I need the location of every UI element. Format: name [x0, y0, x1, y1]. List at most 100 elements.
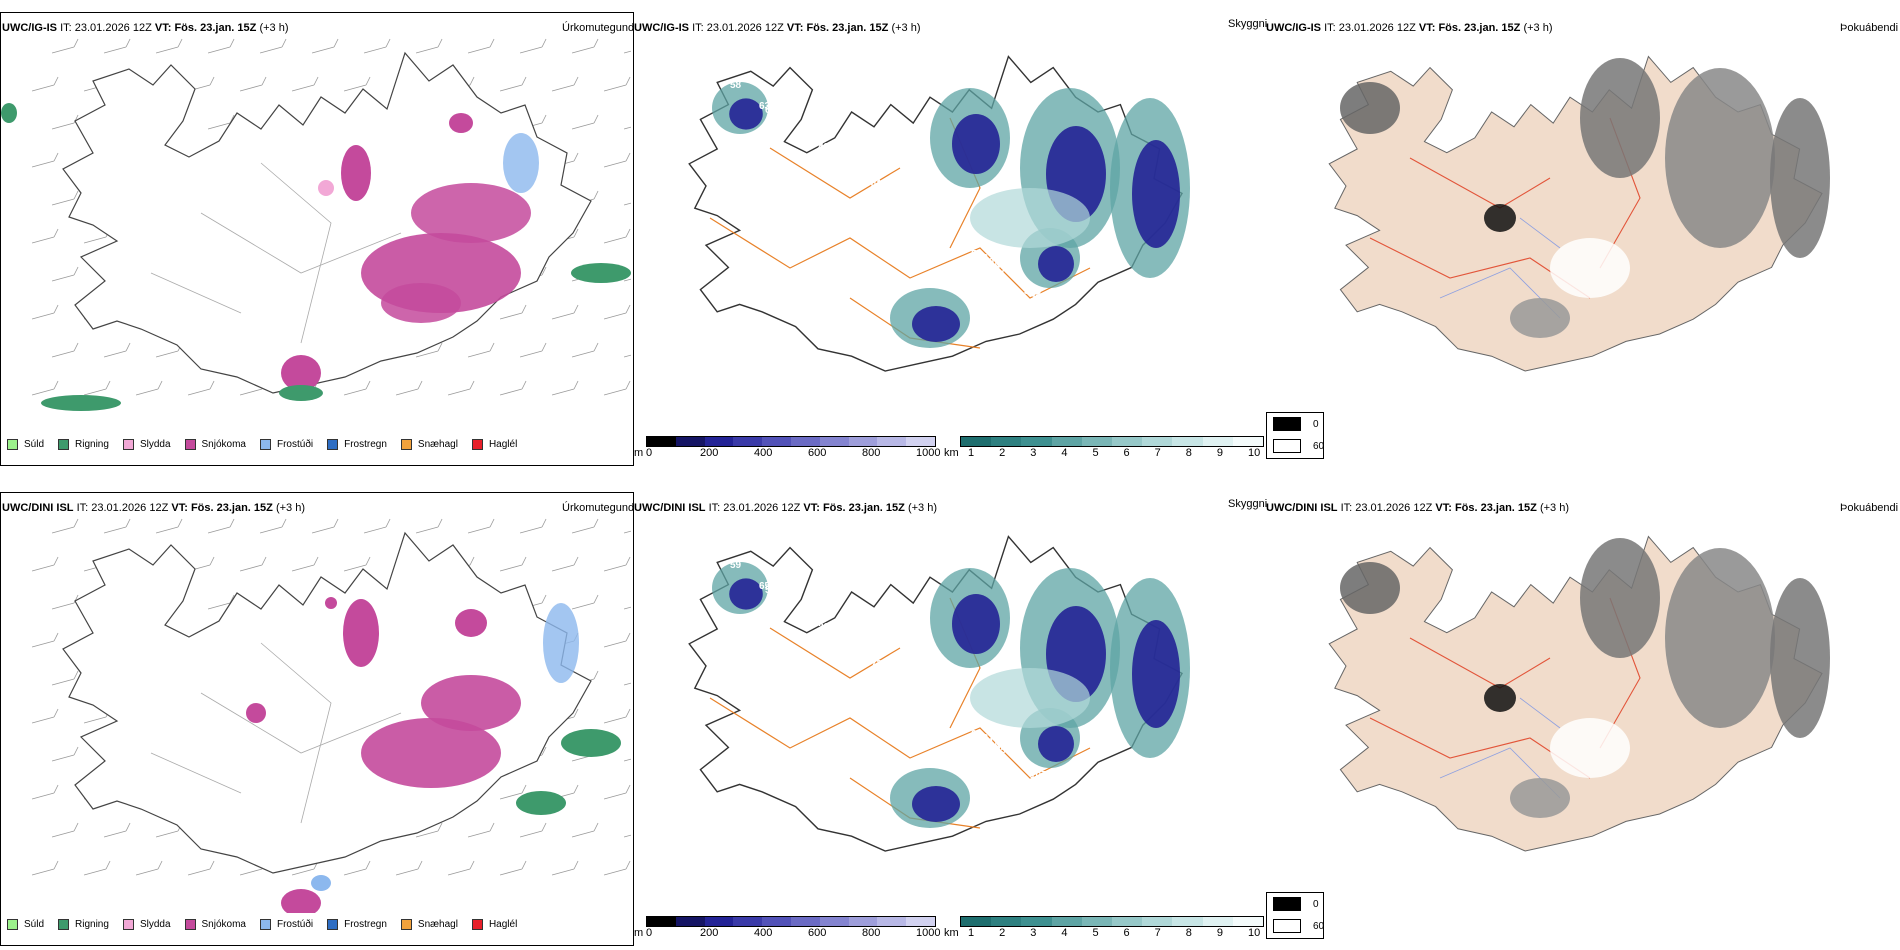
colorbar-unit: km [944, 927, 959, 939]
visibility-map-bottom: 5968185676785897813310792956885672511106… [688, 535, 1190, 867]
colorbar-tick: 800 [862, 927, 881, 939]
colorbar-segment [991, 437, 1022, 446]
visibility-value: 68 [936, 704, 948, 715]
visibility-areas [712, 82, 1190, 348]
colorbar-tick: 600 [808, 927, 827, 939]
visibility-value: 107 [1030, 770, 1047, 781]
colorbar-segment [1232, 437, 1264, 446]
legend-label: Súld [24, 919, 45, 930]
visibility-value: 85 [989, 741, 1001, 752]
visibility-value: 59 [730, 560, 742, 571]
precip-type-map-bottom [31, 518, 631, 913]
visibility-value: 84 [824, 146, 836, 157]
visibility-ticks-top: km 1 2 3 4 5 6 7 8 9 10 [944, 447, 1274, 461]
colorbar-segment [1142, 917, 1173, 926]
colorbar-segment [1142, 437, 1173, 446]
precip-type-title-bottom: Úrkomutegund [562, 502, 635, 514]
visibility-value: 68 [783, 597, 795, 608]
colorbar-segment [704, 437, 734, 446]
visibility-value: 59 [865, 655, 877, 666]
visibility-value: 309 [1024, 286, 1041, 297]
colorbar-segment [733, 917, 763, 926]
visibility-value: 106 [1077, 323, 1094, 334]
visibility-value: 57 [836, 154, 848, 165]
colorbar-segment [1112, 917, 1143, 926]
precip-type-legend: Súld Rigning Slydda Snjókoma Frostúði Frostre… [7, 439, 531, 450]
colorbar-segment [675, 437, 705, 446]
colorbar-segment [991, 917, 1022, 926]
fog-legend-swatch [1273, 919, 1301, 933]
visibility-value: 92 [830, 630, 842, 641]
colorbar-segment [1051, 437, 1082, 446]
legend-label: Súld [24, 439, 45, 450]
colorbar-segment [1172, 437, 1203, 446]
legend-label: Slydda [139, 439, 171, 450]
colorbar-segment [1232, 917, 1264, 926]
fog-title-top: Þokuábendi [1840, 22, 1899, 34]
visibility-value: 107 [777, 593, 794, 604]
visibility-value: 38 [1083, 327, 1095, 338]
visibility-value: 139 [889, 191, 906, 202]
visibility-colorbar-top [960, 436, 1264, 447]
colorbar-tick: 3 [1030, 927, 1037, 939]
visibility-value: 63 [759, 101, 771, 112]
legend-label: Frostregn [344, 919, 387, 930]
elevation-ticks-bottom: m 0 200 400 600 800 1000 [634, 927, 954, 941]
colorbar-segment [819, 437, 849, 446]
panel-header-bottom-left: UWC/DINI ISL IT: 23.01.2026 12Z VT: Fös.… [2, 502, 305, 514]
legend-swatch [471, 919, 483, 930]
colorbar-tick: 10 [1248, 927, 1261, 939]
colorbar-tick: 7 [1154, 927, 1161, 939]
legend-label: Snæhagl [417, 919, 458, 930]
legend-swatch [400, 439, 412, 450]
legend-item-6: Snæhagl [400, 439, 458, 450]
visibility-value: 67 [942, 708, 954, 719]
colorbar-segment [733, 437, 763, 446]
panel-header-bottom-mid: UWC/DINI ISL IT: 23.01.2026 12Z VT: Fös.… [634, 502, 937, 514]
colorbar-unit: km [944, 447, 959, 459]
colorbar-tick: 600 [808, 447, 827, 459]
visibility-value: 41 [918, 692, 930, 703]
panel-header-bottom-right: UWC/DINI ISL IT: 23.01.2026 12Z VT: Fös.… [1266, 502, 1569, 514]
visibility-value: 60 [983, 257, 995, 268]
colorbar-tick: 1000 [916, 447, 941, 459]
visibility-value: 78 [1101, 819, 1113, 830]
visibility-colorbar-bottom [960, 916, 1264, 927]
visibility-value: 69 [777, 113, 789, 124]
visibility-value: 185 [836, 634, 853, 645]
colorbar-segment [1051, 917, 1082, 926]
legend-item-1: Rigning [58, 919, 109, 930]
legend-item-4: Frostúði [259, 919, 313, 930]
colorbar-segment [1081, 437, 1113, 446]
legend-item-3: Snjókoma [184, 439, 246, 450]
visibility-value: 57 [812, 618, 824, 629]
visibility-value: 41 [871, 179, 883, 190]
colorbar-tick: 400 [754, 927, 773, 939]
fog-map-bottom [1328, 535, 1830, 852]
legend-item-2: Slydda [122, 919, 171, 930]
visibility-value: 40 [1142, 848, 1154, 859]
visibility-value: 61 [971, 729, 983, 740]
legend-item-1: Rigning [58, 439, 109, 450]
visibility-title-top: Skyggni [1228, 18, 1268, 30]
colorbar-segment [1081, 917, 1113, 926]
colorbar-segment [961, 917, 992, 926]
panel-header-top-left: UWC/IG-IS IT: 23.01.2026 12Z VT: Fös. 23… [2, 22, 289, 34]
fog-title-bottom: Þokuábendi [1840, 502, 1899, 514]
fog-legend-bottom: 0 60 [1266, 892, 1324, 939]
legend-swatch [58, 919, 70, 930]
colorbar-segment [675, 917, 705, 926]
visibility-value: 48 [1030, 290, 1042, 301]
legend-item-3: Snjókoma [184, 919, 246, 930]
colorbar-segment [1202, 437, 1233, 446]
visibility-value: 57 [995, 265, 1007, 276]
fog-legend-top: 0 60 [1266, 412, 1324, 459]
colorbar-tick: 5 [1092, 447, 1099, 459]
visibility-value: 204 [877, 183, 894, 194]
legend-label: Snjókoma [201, 919, 246, 930]
visibility-value: 36 [1036, 774, 1048, 785]
visibility-value: 56 [1036, 294, 1048, 305]
colorbar-tick: 9 [1216, 927, 1223, 939]
precip-areas [1, 103, 631, 411]
legend-item-6: Snæhagl [400, 919, 458, 930]
